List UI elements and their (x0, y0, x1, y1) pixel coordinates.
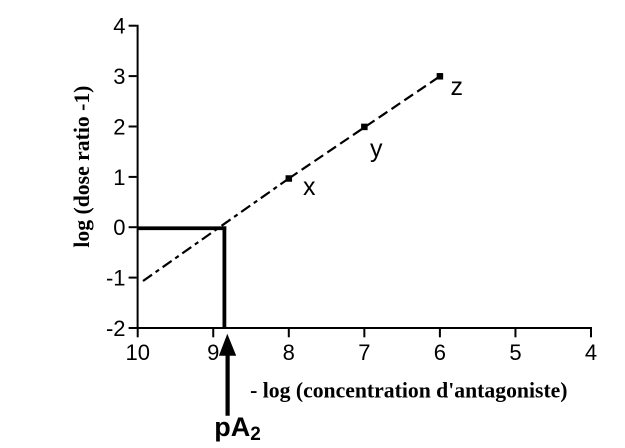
svg-text:0: 0 (113, 215, 125, 240)
svg-text:z: z (451, 73, 464, 101)
svg-text:4: 4 (585, 340, 597, 365)
svg-text:1: 1 (113, 165, 125, 190)
svg-text:3: 3 (113, 64, 125, 89)
svg-text:x: x (303, 173, 316, 201)
svg-text:6: 6 (434, 340, 446, 365)
svg-text:9: 9 (207, 340, 219, 365)
svg-text:-1: -1 (106, 266, 126, 291)
svg-text:log (dose ratio -1): log (dose ratio -1) (70, 86, 94, 248)
svg-text:10: 10 (125, 340, 149, 365)
svg-text:2: 2 (113, 115, 125, 140)
svg-text:y: y (370, 135, 383, 163)
svg-text:-2: -2 (106, 316, 126, 341)
svg-text:5: 5 (509, 340, 521, 365)
svg-text:7: 7 (358, 340, 370, 365)
svg-text:- log (concentration d'antagon: - log (concentration d'antagoniste) (250, 378, 567, 402)
svg-text:8: 8 (283, 340, 295, 365)
svg-text:4: 4 (113, 14, 125, 39)
